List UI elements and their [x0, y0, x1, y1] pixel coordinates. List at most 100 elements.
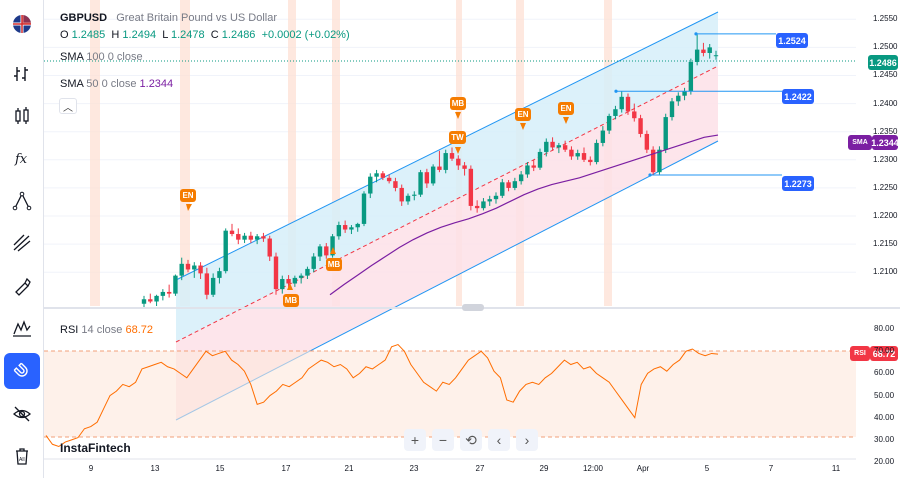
reset-chart-button[interactable]: ⟲: [460, 429, 482, 451]
channel-upper-line: [175, 11, 719, 281]
candle-body: [386, 177, 392, 182]
candle-body: [267, 238, 272, 257]
candle-body: [311, 256, 316, 269]
candle-body: [569, 149, 574, 157]
candle-body: [713, 55, 719, 57]
time-tick-label: 13: [150, 464, 160, 473]
candle-body: [518, 174, 524, 182]
rsi-tick-label: 20.00: [874, 457, 895, 466]
event-marker-en-1[interactable]: EN: [180, 189, 196, 202]
drawing-toolbar: fx All: [0, 0, 44, 478]
candle-body: [550, 141, 555, 148]
candle-body: [694, 49, 700, 62]
price-tick-label: 1.2250: [873, 182, 898, 192]
patterns-icon[interactable]: [4, 310, 40, 346]
candle-body: [261, 236, 266, 239]
price-tick-label: 1.2400: [873, 98, 898, 108]
candle-body: [368, 176, 373, 194]
hide-drawings-icon[interactable]: [4, 396, 40, 432]
candle-body: [236, 234, 241, 240]
candle-body: [588, 159, 593, 163]
bars-icon[interactable]: [4, 98, 40, 134]
candle-body: [198, 265, 203, 274]
price-tick-label: 1.2200: [873, 211, 898, 221]
collapse-legend-button[interactable]: ︿: [59, 98, 77, 114]
scroll-right-button[interactable]: ›: [516, 429, 538, 451]
candle-body: [619, 96, 624, 110]
flag-icon[interactable]: [4, 6, 40, 42]
drawing-tool-icon[interactable]: [4, 183, 40, 219]
close-label: C: [210, 29, 219, 41]
level-tag-high[interactable]: 1.2524: [776, 33, 808, 48]
rsi-legend[interactable]: RSI 14 close 68.72: [60, 324, 153, 336]
arrow-down-icon: [455, 147, 461, 154]
candle-body: [437, 166, 442, 170]
svg-text:All: All: [19, 457, 25, 463]
magnet-icon[interactable]: [4, 353, 40, 389]
trash-icon[interactable]: All: [4, 438, 40, 474]
rsi-tick-label: 40.00: [874, 412, 895, 422]
candle-type-icon[interactable]: [4, 56, 40, 92]
price-tick-label: 1.2350: [873, 126, 898, 136]
arrow-down-icon: [186, 204, 192, 211]
rsi-tick-label: 60.00: [874, 368, 895, 378]
zoom-in-button[interactable]: +: [404, 429, 426, 451]
level-tag-low[interactable]: 1.2273: [782, 176, 814, 191]
price-chart[interactable]: [44, 0, 900, 478]
candle-body: [449, 153, 455, 159]
event-marker-mb-3[interactable]: MB: [283, 294, 299, 307]
time-tick-label: 21: [344, 464, 354, 473]
candle-body: [342, 225, 348, 230]
brush-icon[interactable]: [4, 268, 40, 304]
zoom-out-button[interactable]: −: [432, 429, 454, 451]
arrow-down-icon: [563, 117, 569, 124]
trend-lines-icon[interactable]: [4, 225, 40, 261]
candle-body: [581, 153, 587, 160]
candle-body: [179, 263, 184, 276]
candle-body: [317, 246, 323, 257]
sma50-name: SMA: [60, 78, 84, 90]
candle-body: [393, 181, 398, 188]
event-band: [332, 0, 340, 306]
candle-body: [330, 236, 335, 256]
event-marker-tw[interactable]: TW: [449, 131, 466, 144]
event-marker-en-2[interactable]: EN: [515, 108, 531, 121]
event-band: [288, 0, 296, 306]
rsi-tick-label: 70.00: [874, 346, 895, 356]
sma50-legend[interactable]: SMA 50 0 close 1.2344: [60, 78, 173, 90]
candle-body: [644, 133, 650, 150]
candle-body: [298, 275, 304, 278]
event-marker-mb-2[interactable]: MB: [326, 258, 342, 271]
event-marker-mb-1[interactable]: MB: [450, 97, 466, 110]
candle-body: [374, 173, 379, 177]
price-tick-label: 1.2150: [873, 239, 898, 249]
candle-body: [148, 299, 153, 302]
time-tick-label: Apr: [636, 464, 650, 473]
time-tick-label: 27: [475, 464, 485, 473]
event-marker-en-3[interactable]: EN: [558, 102, 574, 115]
level-tag-mid[interactable]: 1.2422: [782, 89, 814, 104]
rsi-axis-value: 68.72: [870, 346, 898, 361]
time-tick-label: 7: [768, 464, 774, 473]
candle-body: [531, 165, 536, 168]
indicators-fx-icon[interactable]: fx: [4, 140, 40, 176]
candle-body: [399, 187, 404, 202]
candle-body: [562, 145, 568, 150]
candle-body: [575, 153, 580, 157]
price-tick-label: 1.2550: [873, 14, 898, 24]
price-levels: [614, 32, 782, 177]
candle-body: [248, 235, 254, 240]
candle-body: [638, 118, 643, 134]
candle-body: [613, 109, 618, 116]
symbol-legend[interactable]: GBPUSD Great Britain Pound vs US Dollar: [60, 12, 277, 24]
candle-body: [405, 195, 411, 202]
candle-body: [657, 149, 662, 173]
rsi-line: [45, 344, 719, 448]
scroll-left-button[interactable]: ‹: [488, 429, 510, 451]
sma100-legend[interactable]: SMA 100 0 close: [60, 51, 143, 63]
low-label: L: [162, 29, 168, 41]
candle-body: [160, 291, 166, 296]
candle-body: [223, 230, 228, 272]
level-anchor: [648, 173, 652, 177]
rsi-name: RSI: [60, 324, 79, 336]
